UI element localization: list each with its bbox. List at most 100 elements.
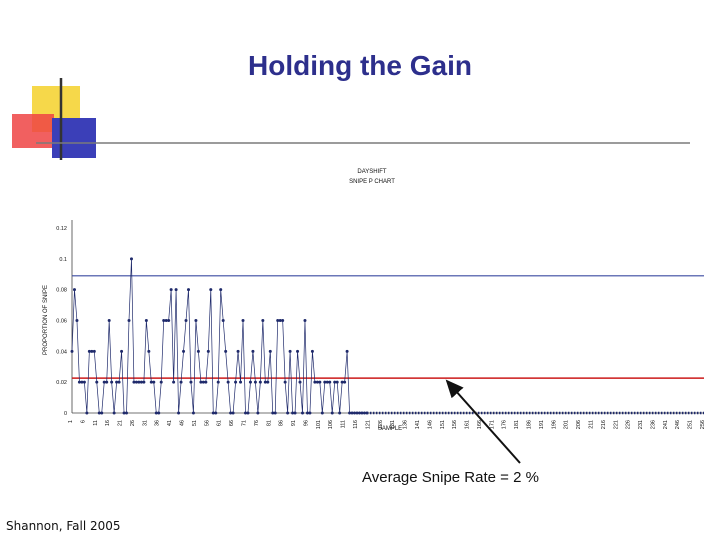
x-tick-label: 226 — [626, 420, 632, 429]
data-point — [142, 380, 146, 384]
data-point — [300, 411, 304, 415]
x-tick-label: 26 — [130, 420, 136, 426]
data-point — [125, 411, 129, 415]
data-point — [288, 349, 292, 353]
data-point — [112, 411, 116, 415]
data-point — [226, 380, 230, 384]
data-point — [129, 257, 133, 261]
data-point — [313, 380, 317, 384]
x-tick-label: 186 — [527, 420, 533, 429]
data-point — [343, 380, 347, 384]
x-tick-label: 21 — [118, 420, 124, 426]
data-point — [164, 319, 168, 322]
data-point — [221, 319, 225, 322]
data-point — [330, 411, 334, 415]
data-point — [340, 380, 344, 384]
x-tick-label: 146 — [427, 420, 433, 429]
corner-decoration — [12, 78, 96, 160]
data-point — [167, 319, 171, 322]
x-tick-label: 196 — [551, 420, 557, 429]
data-point — [239, 380, 243, 384]
x-tick-label: 96 — [303, 420, 309, 426]
data-point — [355, 411, 359, 415]
data-point — [216, 380, 220, 384]
data-point — [298, 380, 302, 384]
chart-subtitle: SNIPE P CHART — [349, 179, 395, 185]
x-tick-label: 181 — [514, 420, 520, 429]
data-point — [154, 411, 158, 415]
data-point — [293, 411, 297, 415]
slide-title: Holding the Gain — [248, 50, 472, 81]
data-point — [177, 411, 181, 415]
data-point — [75, 319, 79, 322]
data-point — [199, 380, 203, 384]
data-point — [201, 380, 205, 384]
y-tick-label: 0.04 — [56, 349, 67, 355]
data-point — [357, 411, 361, 415]
data-point — [196, 349, 200, 353]
data-point — [283, 380, 287, 384]
x-tick-label: 221 — [613, 420, 619, 429]
data-point — [229, 411, 233, 415]
x-tick-label: 251 — [688, 420, 694, 429]
y-tick-label: 0 — [64, 411, 67, 417]
x-tick-label: 111 — [341, 420, 347, 428]
data-point — [105, 380, 109, 384]
data-point — [189, 380, 193, 384]
x-tick-label: 116 — [353, 420, 359, 429]
data-point — [157, 411, 161, 415]
data-point — [243, 411, 247, 415]
x-tick-label: 136 — [403, 420, 409, 429]
x-tick-label: 91 — [291, 420, 297, 426]
data-point — [172, 380, 176, 384]
y-tick-label: 0.1 — [59, 257, 67, 263]
average-caption: Average Snipe Rate = 2 % — [362, 469, 539, 486]
data-point — [251, 349, 255, 353]
data-point — [333, 380, 337, 384]
x-tick-label: 46 — [180, 420, 186, 426]
x-tick-label: 191 — [539, 420, 545, 429]
data-point — [162, 319, 166, 322]
x-tick-label: 246 — [675, 420, 681, 429]
data-point — [186, 288, 190, 292]
data-point — [147, 349, 151, 353]
data-point — [70, 349, 74, 353]
data-point — [273, 411, 277, 415]
data-point — [214, 411, 218, 415]
data-point — [286, 411, 290, 415]
data-point — [303, 319, 307, 322]
data-point — [328, 380, 332, 384]
y-tick-label: 0.08 — [56, 288, 67, 294]
x-tick-label: 211 — [588, 420, 594, 429]
x-tick-label: 216 — [601, 420, 607, 429]
data-point — [120, 349, 124, 353]
data-point — [102, 380, 106, 384]
x-axis-label: SAMPLE — [378, 426, 402, 432]
data-point — [318, 380, 322, 384]
data-point — [110, 380, 114, 384]
footer-credit: Shannon, Fall 2005 — [6, 519, 121, 533]
data-point — [122, 411, 126, 415]
x-tick-label: 171 — [489, 420, 495, 429]
data-point — [268, 349, 272, 353]
series-line — [71, 258, 367, 414]
x-tick-label: 206 — [576, 420, 582, 429]
data-point — [97, 411, 101, 415]
data-point — [296, 349, 300, 353]
x-tick-label: 16 — [105, 420, 111, 426]
y-axis-label: PROPORTION OF SNIPE — [43, 285, 49, 355]
data-point — [169, 288, 173, 292]
data-point — [231, 411, 235, 415]
data-point — [276, 319, 280, 322]
x-tick-label: 106 — [328, 420, 334, 429]
data-point — [144, 319, 148, 322]
x-tick-label: 41 — [167, 420, 173, 426]
data-point — [204, 380, 208, 384]
y-tick-label: 0.02 — [56, 380, 67, 386]
data-point — [182, 349, 186, 353]
data-point — [281, 319, 285, 322]
data-point — [117, 380, 121, 384]
data-point — [174, 288, 178, 292]
data-point — [266, 380, 270, 384]
data-point — [92, 349, 96, 353]
